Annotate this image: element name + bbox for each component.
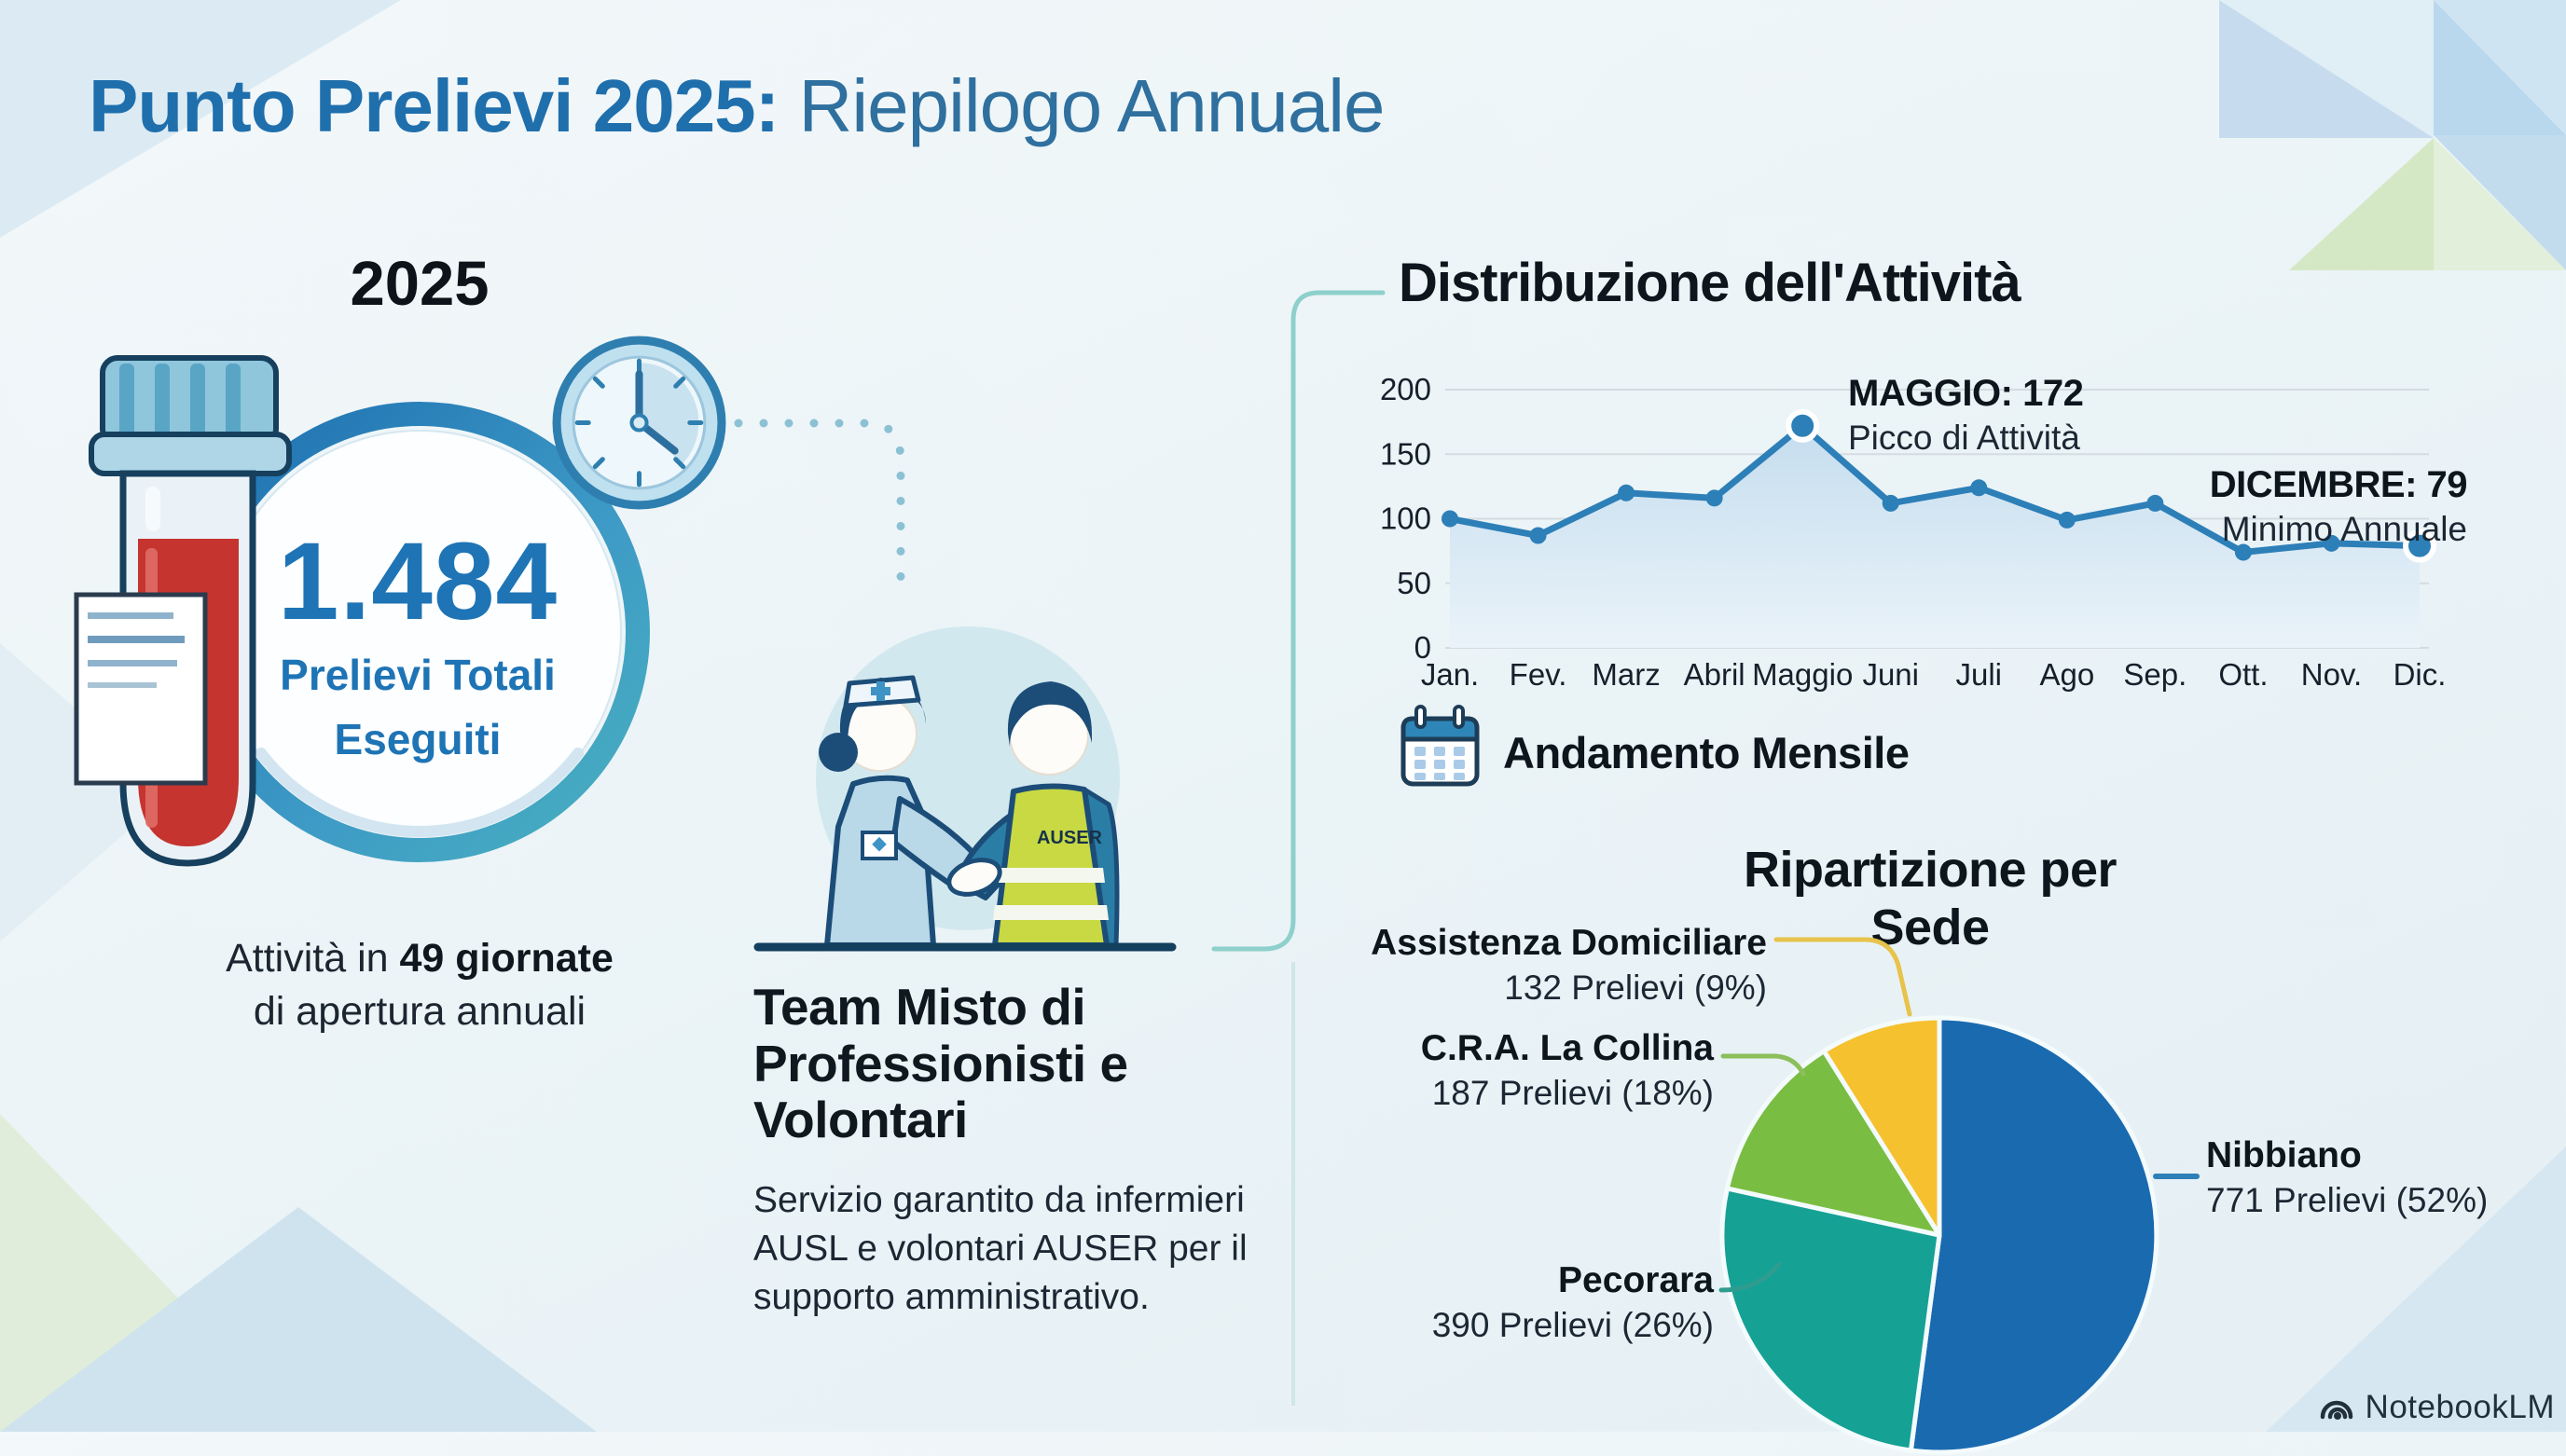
total-label-line2: Eseguiti (334, 715, 502, 763)
activity-note-line1: Attività in 49 giornate (112, 932, 727, 985)
svg-text:Nov.: Nov. (2301, 657, 2362, 692)
svg-text:Maggio: Maggio (1752, 657, 1853, 692)
decor-triangle (2289, 138, 2434, 270)
svg-text:200: 200 (1380, 372, 1431, 406)
notebooklm-logo-icon (2320, 1400, 2352, 1420)
total-count-label: Prelievi Totali Eseguiti (222, 643, 614, 772)
page-title-regular: Riepilogo Annuale (779, 64, 1386, 147)
calendar-icon (1400, 705, 1480, 787)
page-title-bold: Punto Prelievi 2025: (89, 64, 779, 147)
ring-inner-shade (255, 748, 584, 837)
pie-label-detail: 132 Prelievi (9%) (1504, 968, 1767, 1007)
pie-label-name: Assistenza Domiciliare (1371, 923, 1767, 963)
annotation-peak-title: MAGGIO: 172 (1848, 373, 2084, 414)
pie-label-pecorara: Pecorara 390 Prelievi (26%) (1341, 1260, 1714, 1345)
activity-note-line2: di apertura annuali (253, 988, 586, 1034)
handshake-hands (946, 858, 1002, 897)
watermark: NotebookLM (2256, 1387, 2555, 1428)
svg-text:50: 50 (1397, 566, 1431, 600)
decor-triangle (2219, 0, 2434, 138)
handshake-illustration: AUSER (753, 626, 1177, 952)
pie-label-detail: 390 Prelievi (26%) (1431, 1305, 1714, 1344)
svg-text:150: 150 (1380, 436, 1431, 471)
watermark-text: NotebookLM (2365, 1389, 2555, 1425)
pie-label-name: C.R.A. La Collina (1420, 1028, 1714, 1068)
pie-label-detail: 187 Prelievi (18%) (1431, 1073, 1714, 1112)
total-label-line1: Prelievi Totali (280, 651, 556, 699)
svg-text:Ott.: Ott. (2218, 657, 2268, 692)
svg-text:Jan.: Jan. (1421, 657, 1479, 692)
decor-triangle (2434, 0, 2566, 135)
team-heading: Team Misto di Professionisti e Volontari (753, 978, 1128, 1148)
decor-triangle (2434, 135, 2566, 270)
activity-days: 49 giornate (399, 936, 614, 981)
team-body: Servizio garantito da infermieri AUSL e … (753, 1180, 1248, 1317)
pie-label-assistenza: Assistenza Domiciliare 132 Prelievi (9%) (1357, 923, 1767, 1008)
svg-text:0: 0 (1414, 630, 1431, 665)
decor-triangle (0, 1207, 597, 1432)
svg-text:Juni: Juni (1862, 657, 1919, 692)
annotation-min-sub: Minimo Annuale (2221, 510, 2467, 548)
hi-vis-vest (992, 783, 1110, 948)
page-title: Punto Prelievi 2025: Riepilogo Annuale (89, 63, 1386, 149)
svg-text:Fev.: Fev. (1510, 657, 1567, 692)
annotation-peak: MAGGIO: 172 Picco di Attività (1848, 373, 2084, 458)
vest-label: AUSER (1037, 828, 1103, 848)
blood-tube-illustration (74, 355, 292, 867)
pie-label-cra: C.R.A. La Collina 187 Prelievi (18%) (1341, 1028, 1714, 1113)
clock-icon (552, 336, 726, 510)
monthly-line-chart: 0 50 100 150 200 Jan. Fev. Marz Abril Maggio Juni J… (1380, 372, 2447, 692)
annotation-min: DICEMBRE: 79 Minimo Annuale (2135, 464, 2468, 549)
svg-text:Sep.: Sep. (2123, 657, 2187, 692)
pie-label-name: Nibbiano (2206, 1135, 2362, 1175)
annotation-peak-sub: Picco di Attività (1848, 419, 2080, 457)
svg-text:Marz: Marz (1592, 657, 1660, 692)
svg-text:100: 100 (1380, 501, 1431, 536)
pie-label-nibbiano: Nibbiano 771 Prelievi (52%) (2206, 1135, 2560, 1220)
tube-label (74, 592, 208, 786)
decor-triangle (2266, 1147, 2566, 1432)
svg-text:Abril: Abril (1684, 657, 1745, 692)
pie-label-name: Pecorara (1558, 1260, 1714, 1300)
decor-triangle (2434, 138, 2566, 270)
year-heading: 2025 (350, 249, 490, 319)
total-count: 1.484 (277, 520, 559, 643)
activity-note: Attività in 49 giornate di apertura annu… (112, 932, 727, 1038)
monthly-caption: Andamento Mensile (1503, 728, 1910, 777)
svg-text:Juli: Juli (1956, 657, 2003, 692)
svg-text:Dic.: Dic. (2394, 657, 2447, 692)
annotation-min-title: DICEMBRE: 79 (2209, 464, 2468, 505)
pie-label-detail: 771 Prelievi (52%) (2206, 1180, 2489, 1219)
site-pie-chart (1719, 1015, 2159, 1455)
decor-triangle (0, 643, 172, 941)
pie-heading: Ripartizione per Sede (1743, 842, 2118, 955)
svg-text:Ago: Ago (2039, 657, 2094, 692)
distribution-heading: Distribuzione dell'Attività (1399, 253, 2021, 313)
decor-triangle (0, 0, 401, 238)
activity-prefix: Attività in (226, 936, 400, 981)
